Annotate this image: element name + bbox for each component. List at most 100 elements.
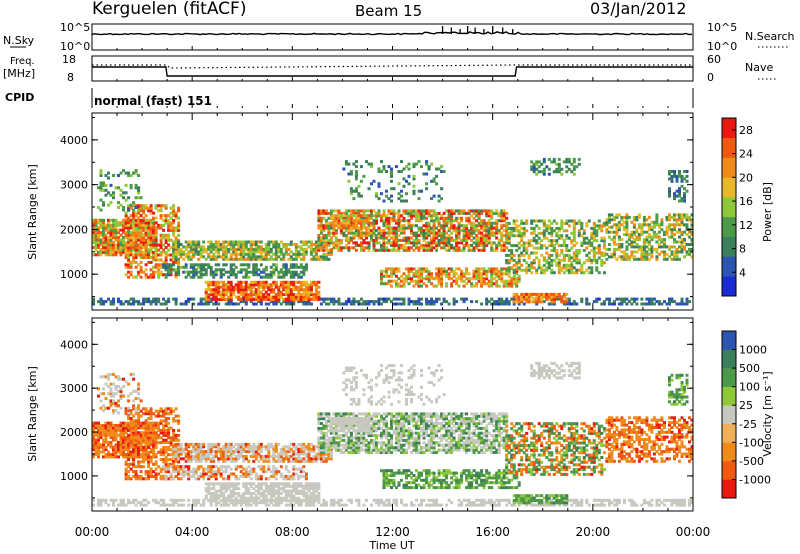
heatmap-cell [99, 231, 103, 235]
heatmap-cell [159, 216, 163, 220]
heatmap-cell [673, 255, 676, 259]
heatmap-cell [502, 211, 506, 215]
heatmap-cell [162, 501, 166, 505]
heatmap-cell [612, 235, 616, 239]
heatmap-cell [192, 268, 196, 272]
heatmap-cell [485, 282, 489, 286]
heatmap-cell [442, 216, 446, 220]
heatmap-cell [367, 231, 371, 235]
heatmap-cell [132, 302, 136, 306]
heatmap-cell [177, 240, 181, 244]
heatmap-cell [497, 211, 501, 215]
heatmap-cell [372, 209, 376, 213]
heatmap-cell [252, 240, 256, 244]
heatmap-cell [112, 245, 115, 249]
heatmap-cell [267, 302, 271, 306]
heatmap-cell [570, 246, 574, 250]
heatmap-cell [397, 224, 401, 228]
heatmap-cell [587, 271, 591, 275]
heatmap-cell [217, 293, 221, 297]
heatmap-cell [222, 240, 226, 244]
heatmap-cell [377, 234, 381, 237]
heatmap-cell [117, 236, 120, 239]
heatmap-cell [673, 228, 676, 232]
heatmap-cell [522, 302, 526, 306]
heatmap-cell [405, 209, 408, 213]
heatmap-cell [435, 214, 439, 218]
heatmap-cell [482, 236, 486, 240]
heatmap-cell [104, 228, 108, 232]
heatmap-cell [299, 283, 303, 287]
heatmap-cell [387, 231, 391, 235]
heatmap-cell [132, 211, 136, 215]
heatmap-cell [249, 255, 253, 259]
heatmap-cell [267, 245, 271, 249]
heatmap-cell [497, 241, 501, 245]
heatmap-cell [522, 221, 526, 225]
heatmap-cell [477, 229, 481, 233]
heatmap-cell [199, 263, 203, 267]
heatmap-cell [430, 297, 434, 301]
heatmap-cell [647, 215, 651, 219]
heatmap-cell [277, 273, 281, 277]
heatmap-cell [162, 251, 166, 254]
heatmap-cell [450, 224, 454, 228]
heatmap-cell [462, 236, 466, 240]
heatmap-cell [432, 236, 436, 240]
heatmap-cell [292, 300, 296, 304]
heatmap-cell [505, 216, 509, 220]
heatmap-cell [455, 246, 459, 250]
heatmap-cell [657, 252, 661, 256]
heatmap-cell [515, 292, 519, 296]
heatmap-cell [277, 300, 281, 304]
heatmap-cell [319, 243, 323, 246]
heatmap-cell [117, 297, 120, 301]
heatmap-cell [610, 225, 614, 229]
heatmap-cell [678, 240, 681, 244]
heatmap-cell [417, 503, 421, 507]
heatmap-cell [199, 265, 203, 269]
heatmap-cell [372, 241, 376, 245]
heatmap-cell [172, 268, 176, 272]
heatmap-cell [227, 302, 231, 306]
heatmap-cell [269, 247, 273, 251]
heatmap-cell [450, 246, 454, 250]
heatmap-cell [204, 273, 208, 277]
heatmap-cell [264, 275, 268, 279]
heatmap-cell [372, 246, 376, 250]
heatmap-cell [302, 265, 306, 269]
heatmap-cell [452, 226, 456, 230]
heatmap-cell [167, 243, 171, 247]
heatmap-cell [580, 226, 584, 230]
heatmap-cell [505, 302, 509, 306]
heatmap-cell [447, 246, 451, 250]
heatmap-cell [367, 300, 371, 304]
heatmap-cell [102, 218, 105, 222]
heatmap-cell [462, 272, 466, 276]
heatmap-cell [400, 199, 403, 203]
heatmap-cell [392, 187, 396, 191]
heatmap-cell [329, 501, 333, 505]
heatmap-cell [199, 245, 203, 249]
heatmap-cell [507, 284, 511, 288]
heatmap-cell [164, 246, 168, 250]
heatmap-cell [102, 300, 105, 304]
heatmap-cell [390, 231, 393, 235]
heatmap-cell [668, 189, 671, 193]
heatmap-cell [154, 238, 158, 242]
heatmap-cell [304, 293, 308, 297]
heatmap-cell [107, 226, 110, 230]
heatmap-cell [440, 279, 444, 283]
heatmap-cell [257, 290, 261, 294]
heatmap-cell [520, 244, 524, 248]
heatmap-cell [139, 503, 143, 507]
heatmap-cell [274, 263, 278, 267]
heatmap-cell [302, 273, 306, 277]
heatmap-cell [132, 218, 136, 222]
heatmap-cell [417, 216, 421, 220]
heatmap-cell [352, 300, 356, 304]
heatmap-cell [357, 221, 361, 225]
heatmap-cell [610, 213, 614, 217]
heatmap-cell [147, 297, 151, 301]
heatmap-cell [207, 298, 211, 301]
